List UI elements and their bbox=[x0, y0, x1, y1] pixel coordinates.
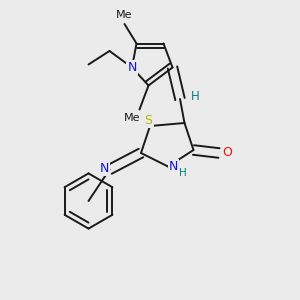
Text: H: H bbox=[191, 90, 200, 103]
Text: Me: Me bbox=[116, 10, 133, 20]
Text: N: N bbox=[169, 160, 178, 173]
Text: N: N bbox=[99, 161, 109, 175]
Text: N: N bbox=[127, 61, 137, 74]
Text: H: H bbox=[179, 167, 187, 178]
Text: S: S bbox=[145, 113, 152, 127]
Text: O: O bbox=[223, 146, 232, 159]
Text: Me: Me bbox=[124, 113, 140, 123]
